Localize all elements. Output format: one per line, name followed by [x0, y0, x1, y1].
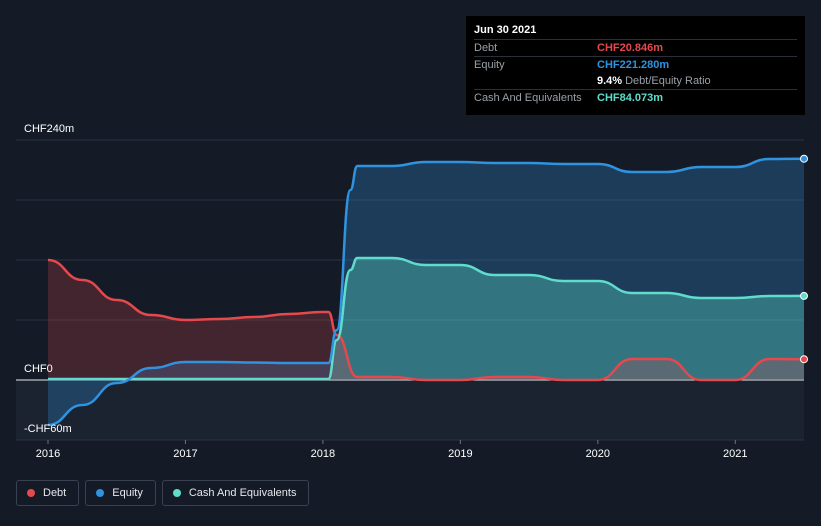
tooltip-cash-label: Cash And Equivalents	[474, 92, 582, 104]
tooltip-ratio-spacer	[474, 73, 597, 89]
legend-item-equity[interactable]: Equity	[85, 480, 156, 506]
legend-label-equity: Equity	[112, 487, 143, 499]
legend-item-debt[interactable]: Debt	[16, 480, 80, 506]
tooltip: Jun 30 2021 Debt CHF20.846m Equity CHF22…	[466, 16, 805, 115]
x-tick-label: 2018	[311, 448, 335, 460]
tooltip-debt-value: CHF20.846m	[597, 42, 664, 54]
tooltip-ratio-label: Debt/Equity Ratio	[625, 75, 711, 87]
tooltip-equity-label: Equity	[474, 59, 505, 71]
y-tick-label: CHF0	[24, 363, 53, 375]
tooltip-date: Jun 30 2021	[474, 24, 537, 36]
equity-area	[48, 158, 804, 425]
plot-shade	[16, 380, 804, 440]
cash-endpoint[interactable]	[800, 291, 808, 300]
legend: Debt Equity Cash And Equivalents	[16, 480, 310, 506]
equity-dot-icon	[96, 489, 105, 497]
debt-line	[47, 258, 805, 382]
debt-dot-icon	[27, 489, 35, 497]
legend-label-cash: Cash And Equivalents	[188, 487, 297, 499]
series-lines	[47, 157, 805, 427]
tooltip-debt-row: Debt CHF20.846m	[474, 39, 797, 56]
cash-line	[47, 256, 805, 381]
cash-dot-icon	[172, 489, 181, 497]
tooltip-ratio-row: 9.4% Debt/Equity Ratio	[474, 73, 797, 89]
x-tick-label: 2020	[586, 448, 610, 460]
y-tick-label: CHF240m	[24, 123, 74, 135]
tooltip-cash-row: Cash And Equivalents CHF84.073m	[474, 89, 797, 106]
tooltip-ratio-value: 9.4%	[597, 75, 623, 87]
x-tick-label: 2021	[723, 448, 747, 460]
debt-area	[48, 260, 804, 380]
tooltip-equity-value: CHF221.280m	[597, 59, 670, 71]
x-tick-label: 2016	[36, 448, 60, 460]
debt-endpoint[interactable]	[800, 355, 808, 364]
x-tick-label: 2019	[448, 448, 472, 460]
tooltip-debt-label: Debt	[474, 42, 498, 54]
series-endpoints[interactable]	[800, 154, 808, 364]
tooltip-equity-row: Equity CHF221.280m	[474, 56, 797, 73]
y-axis-labels: CHF240m CHF0 -CHF60m	[24, 123, 74, 435]
x-tick-label: 2017	[173, 448, 197, 460]
legend-label-debt: Debt	[43, 487, 67, 499]
x-axis-labels: 2016 2017 2018 2019 2020 2021	[36, 440, 748, 460]
equity-line	[47, 157, 805, 427]
equity-endpoint[interactable]	[800, 154, 808, 163]
tooltip-cash-value: CHF84.073m	[597, 92, 664, 104]
y-tick-label: -CHF60m	[24, 423, 72, 435]
legend-item-cash[interactable]: Cash And Equivalents	[161, 480, 310, 506]
